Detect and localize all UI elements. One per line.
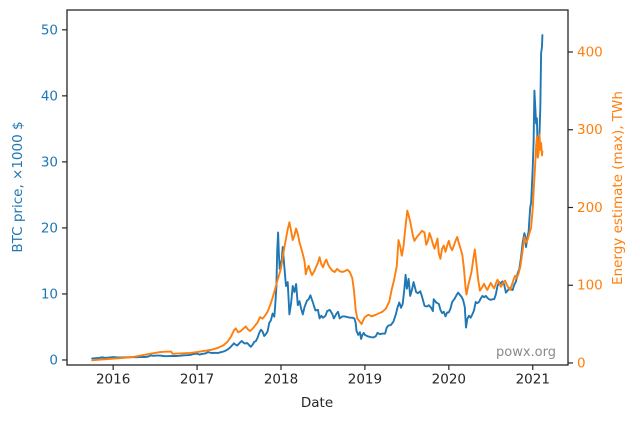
left-tick-label: 50 — [41, 22, 58, 38]
series-line-energy — [91, 133, 544, 362]
series-line-btc — [91, 34, 544, 360]
right-tick-label: 0 — [577, 355, 586, 371]
left-tick-label: 40 — [41, 88, 58, 104]
left-tick-label: 20 — [41, 220, 58, 236]
watermark-text: powx.org — [496, 345, 556, 360]
left-tick-label: 10 — [41, 286, 58, 302]
x-tick-label: 2019 — [348, 372, 382, 388]
left-tick-label: 30 — [41, 154, 58, 170]
right-tick-label: 300 — [577, 122, 603, 138]
axes-border — [66, 9, 569, 366]
right-tick-label: 400 — [577, 44, 603, 60]
x-tick-label: 2018 — [264, 372, 298, 388]
x-tick-label: 2017 — [180, 372, 214, 388]
x-tick-label: 2016 — [96, 372, 130, 388]
x-tick-label: 2021 — [516, 372, 550, 388]
left-tick-label: 0 — [49, 352, 58, 368]
right-tick-label: 100 — [577, 278, 603, 294]
x-axis-label: Date — [300, 395, 334, 411]
y-axis-label-right: Energy estimate (max), TWh — [610, 91, 626, 285]
x-tick-label: 2020 — [432, 372, 466, 388]
right-tick-label: 200 — [577, 200, 603, 216]
y-axis-label-left: BTC price, ×1000 $ — [10, 121, 26, 253]
